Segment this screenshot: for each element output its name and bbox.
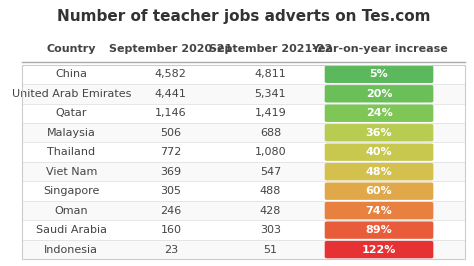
Text: 160: 160 — [160, 225, 182, 235]
Bar — [21, 143, 465, 162]
Text: 688: 688 — [260, 128, 281, 138]
Text: Qatar: Qatar — [55, 108, 87, 118]
Text: 5%: 5% — [370, 69, 388, 79]
FancyBboxPatch shape — [325, 66, 433, 83]
FancyBboxPatch shape — [325, 202, 433, 219]
Text: 36%: 36% — [366, 128, 392, 138]
Text: 488: 488 — [260, 186, 281, 196]
Text: 5,341: 5,341 — [255, 89, 286, 99]
FancyBboxPatch shape — [325, 85, 433, 102]
Text: 246: 246 — [160, 206, 182, 216]
Bar — [21, 221, 465, 240]
Text: 60%: 60% — [366, 186, 392, 196]
Bar — [21, 65, 465, 84]
Text: 74%: 74% — [365, 206, 392, 216]
Text: Thailand: Thailand — [47, 147, 95, 157]
Text: Oman: Oman — [55, 206, 88, 216]
Text: 20%: 20% — [366, 89, 392, 99]
Text: September 2020-21: September 2020-21 — [109, 44, 232, 54]
Text: 4,582: 4,582 — [155, 69, 187, 79]
Text: 547: 547 — [260, 167, 281, 177]
FancyBboxPatch shape — [325, 163, 433, 180]
Text: 23: 23 — [164, 245, 178, 255]
Bar — [21, 240, 465, 259]
Text: 1,419: 1,419 — [255, 108, 286, 118]
Text: 4,811: 4,811 — [255, 69, 286, 79]
FancyBboxPatch shape — [325, 124, 433, 142]
Bar — [21, 84, 465, 103]
Text: Singapore: Singapore — [43, 186, 100, 196]
Text: Country: Country — [46, 44, 96, 54]
Bar — [21, 201, 465, 221]
Text: 48%: 48% — [365, 167, 392, 177]
Text: Viet Nam: Viet Nam — [46, 167, 97, 177]
Text: Saudi Arabia: Saudi Arabia — [36, 225, 107, 235]
Text: September 2021-22: September 2021-22 — [209, 44, 332, 54]
FancyBboxPatch shape — [325, 221, 433, 239]
Text: 303: 303 — [260, 225, 281, 235]
Text: 428: 428 — [260, 206, 281, 216]
FancyBboxPatch shape — [325, 105, 433, 122]
Text: Malaysia: Malaysia — [47, 128, 96, 138]
Bar — [21, 181, 465, 201]
Text: United Arab Emirates: United Arab Emirates — [11, 89, 131, 99]
Text: Year-on-year increase: Year-on-year increase — [310, 44, 447, 54]
FancyBboxPatch shape — [325, 182, 433, 200]
Text: Number of teacher jobs adverts on Tes.com: Number of teacher jobs adverts on Tes.co… — [56, 9, 430, 24]
Text: 1,080: 1,080 — [255, 147, 286, 157]
Text: China: China — [55, 69, 87, 79]
Text: 122%: 122% — [362, 245, 396, 255]
Bar — [21, 103, 465, 123]
FancyBboxPatch shape — [325, 241, 433, 258]
Text: 506: 506 — [160, 128, 182, 138]
Text: 305: 305 — [160, 186, 182, 196]
Text: Indonesia: Indonesia — [44, 245, 98, 255]
Text: 772: 772 — [160, 147, 182, 157]
Text: 24%: 24% — [365, 108, 392, 118]
Text: 4,441: 4,441 — [155, 89, 187, 99]
Text: 1,146: 1,146 — [155, 108, 187, 118]
FancyBboxPatch shape — [325, 144, 433, 161]
Text: 89%: 89% — [365, 225, 392, 235]
Bar — [21, 123, 465, 143]
Text: 51: 51 — [264, 245, 277, 255]
Text: 369: 369 — [160, 167, 182, 177]
Text: 40%: 40% — [366, 147, 392, 157]
Bar — [21, 65, 465, 259]
Bar — [21, 162, 465, 181]
